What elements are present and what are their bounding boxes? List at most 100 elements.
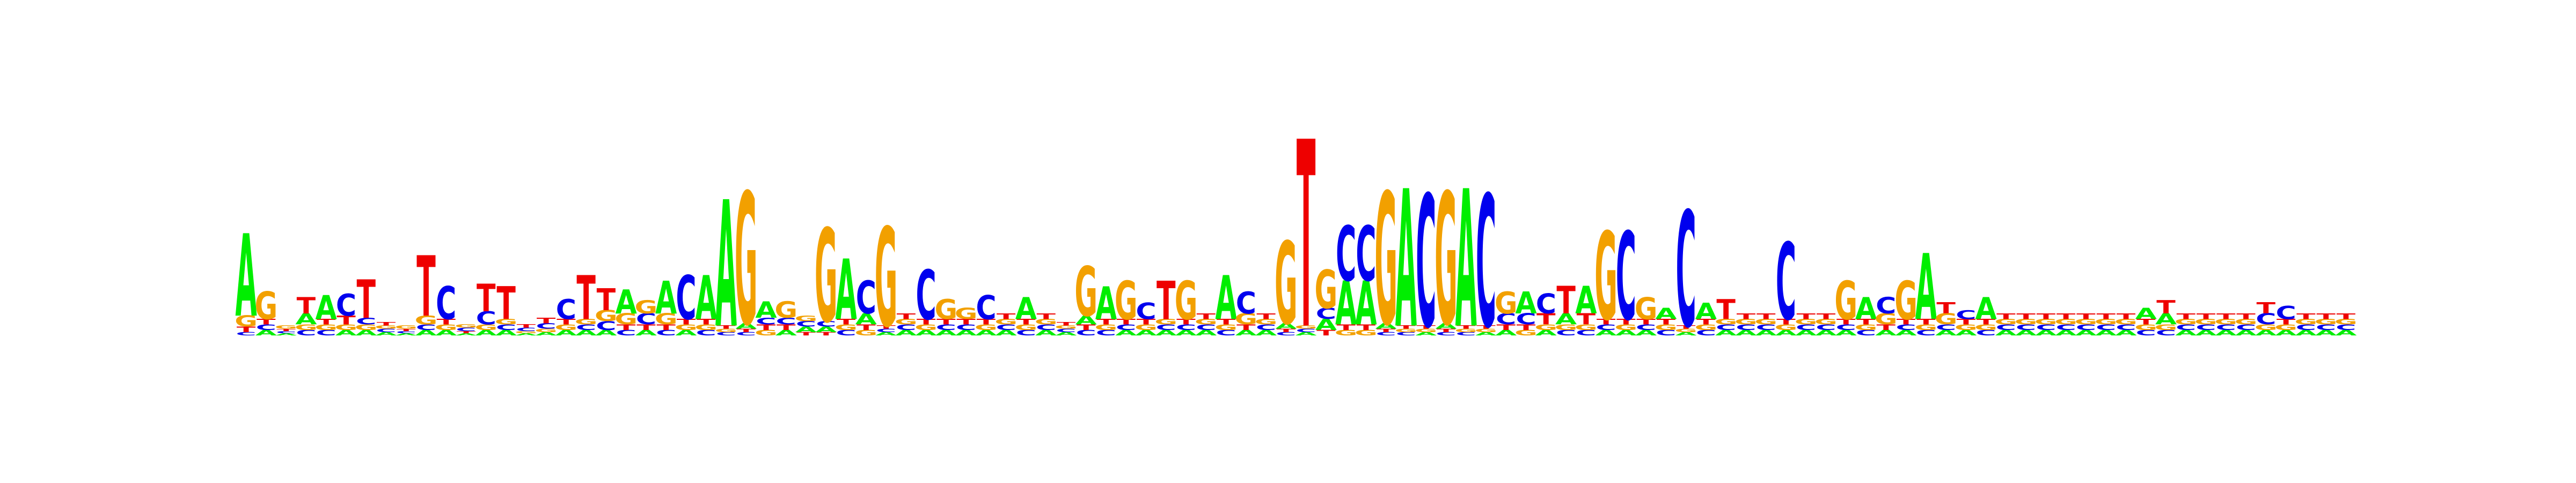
logo-letter-t: T: [1437, 328, 1456, 333]
logo-letter-g: G: [1135, 323, 1158, 332]
logo-letter-g: G: [555, 323, 578, 332]
logo-letter-a: A: [2115, 328, 2137, 337]
logo-letter-t: T: [1776, 318, 1796, 326]
logo-letter-t: T: [1036, 312, 1056, 320]
logo-letter-a: A: [675, 328, 697, 337]
logo-letter-g: G: [2155, 323, 2178, 332]
logo-letter-a: A: [1035, 328, 1057, 337]
logo-letter-c: C: [296, 328, 316, 337]
logo-letter-c: C: [1036, 323, 1056, 332]
logo-letter-g: G: [1974, 323, 1997, 332]
logo-letter-c: C: [1556, 328, 1576, 337]
logo-letter-c: C: [1316, 305, 1336, 323]
logo-letter-a: A: [355, 328, 377, 337]
logo-letter-g: G: [595, 307, 618, 325]
logo-letter-a: A: [2035, 328, 2057, 337]
logo-letter-t: T: [2156, 297, 2176, 318]
logo-letter-c: C: [1916, 328, 1936, 337]
logo-letter-g: G: [1315, 259, 1338, 321]
logo-letter-a: A: [1335, 269, 1357, 339]
logo-letter-c: C: [1776, 221, 1796, 343]
logo-letter-a: A: [1435, 322, 1457, 331]
logo-letter-c: C: [636, 310, 656, 328]
logo-letter-c: C: [1236, 286, 1256, 320]
logo-letter-a: A: [2175, 328, 2197, 337]
logo-letter-t: T: [2216, 312, 2236, 320]
logo-letter-t: T: [1357, 323, 1376, 332]
logo-letter-c: C: [2176, 323, 2196, 332]
logo-letter-t: T: [1297, 89, 1316, 386]
logo-letter-t: T: [2257, 299, 2276, 317]
logo-letter-c: C: [1056, 328, 1076, 333]
logo-letter-a: A: [2315, 328, 2337, 337]
logo-letter-c: C: [2036, 323, 2056, 332]
logo-letter-a: A: [1255, 328, 1277, 337]
logo-letter-g: G: [1115, 270, 1138, 332]
logo-letter-t: T: [897, 312, 916, 320]
logo-letter-g: G: [975, 323, 998, 332]
logo-letter-t: T: [2016, 312, 2036, 320]
logo-letter-g: G: [1795, 318, 1818, 326]
logo-letter-a: A: [1935, 328, 1957, 337]
logo-letter-t: T: [636, 323, 656, 332]
logo-letter-c: C: [896, 323, 916, 332]
logo-letter-a: A: [1495, 328, 1517, 337]
logo-letter-c: C: [1796, 323, 1816, 332]
logo-letter-t: T: [917, 318, 936, 326]
logo-letter-g: G: [1674, 328, 1697, 333]
logo-letter-t: T: [1396, 325, 1416, 330]
logo-letter-t: T: [2117, 312, 2136, 320]
logo-letter-a: A: [875, 331, 897, 336]
logo-letter-g: G: [1234, 310, 1257, 328]
logo-letter-t: T: [997, 312, 1016, 320]
logo-letter-c: C: [1376, 331, 1396, 336]
logo-letter-c: C: [876, 328, 896, 333]
logo-letter-a: A: [655, 272, 677, 325]
logo-letter-t: T: [557, 318, 576, 326]
logo-letter-t: T: [1916, 318, 1936, 326]
logo-letter-g: G: [1594, 208, 1618, 348]
logo-letter-t: T: [2316, 312, 2336, 320]
logo-letter-a: A: [2195, 328, 2217, 337]
logo-letter-g: G: [1335, 328, 1358, 337]
logo-letter-a: A: [1375, 322, 1397, 331]
logo-letter-c: C: [2236, 323, 2256, 332]
logo-letter-c: C: [1676, 178, 1696, 363]
logo-letter-t: T: [597, 282, 616, 317]
logo-letter-a: A: [1535, 328, 1557, 337]
logo-letter-t: T: [936, 318, 956, 326]
logo-letter-g: G: [1255, 318, 1278, 326]
logo-letter-c: C: [2016, 323, 2036, 332]
logo-letter-a: A: [1315, 316, 1337, 334]
logo-letter-t: T: [677, 318, 696, 326]
logo-letter-a: A: [515, 333, 537, 336]
logo-letter-g: G: [715, 328, 738, 333]
logo-letter-t: T: [977, 318, 996, 326]
logo-letter-a: A: [1875, 328, 1897, 337]
logo-letter-c: C: [1756, 323, 1776, 332]
logo-letter-c: C: [1276, 331, 1296, 336]
logo-letter-c: C: [1096, 328, 1116, 337]
logo-letter-a: A: [1895, 328, 1917, 337]
logo-letter-t: T: [1077, 323, 1096, 332]
logo-letter-a: A: [1515, 286, 1536, 320]
logo-letter-a: A: [735, 322, 757, 331]
logo-letter-g: G: [495, 318, 518, 326]
logo-letter-t: T: [1316, 328, 1336, 337]
logo-letter-g: G: [1495, 286, 1518, 320]
logo-letter-c: C: [1456, 331, 1476, 336]
logo-letter-c: C: [956, 323, 976, 332]
logo-letter-a: A: [616, 283, 637, 321]
logo-letter-c: C: [2336, 323, 2356, 332]
logo-letter-g: G: [2255, 323, 2278, 332]
logo-letter-t: T: [1217, 318, 1236, 326]
logo-letter-c: C: [916, 256, 936, 335]
logo-letter-t: T: [1716, 294, 1736, 326]
logo-letter-c: C: [1336, 211, 1356, 298]
logo-letter-t: T: [1457, 325, 1476, 330]
logo-letter-g: G: [1695, 323, 1718, 332]
logo-letter-c: C: [2196, 323, 2216, 332]
logo-letter-t: T: [1176, 318, 1196, 326]
